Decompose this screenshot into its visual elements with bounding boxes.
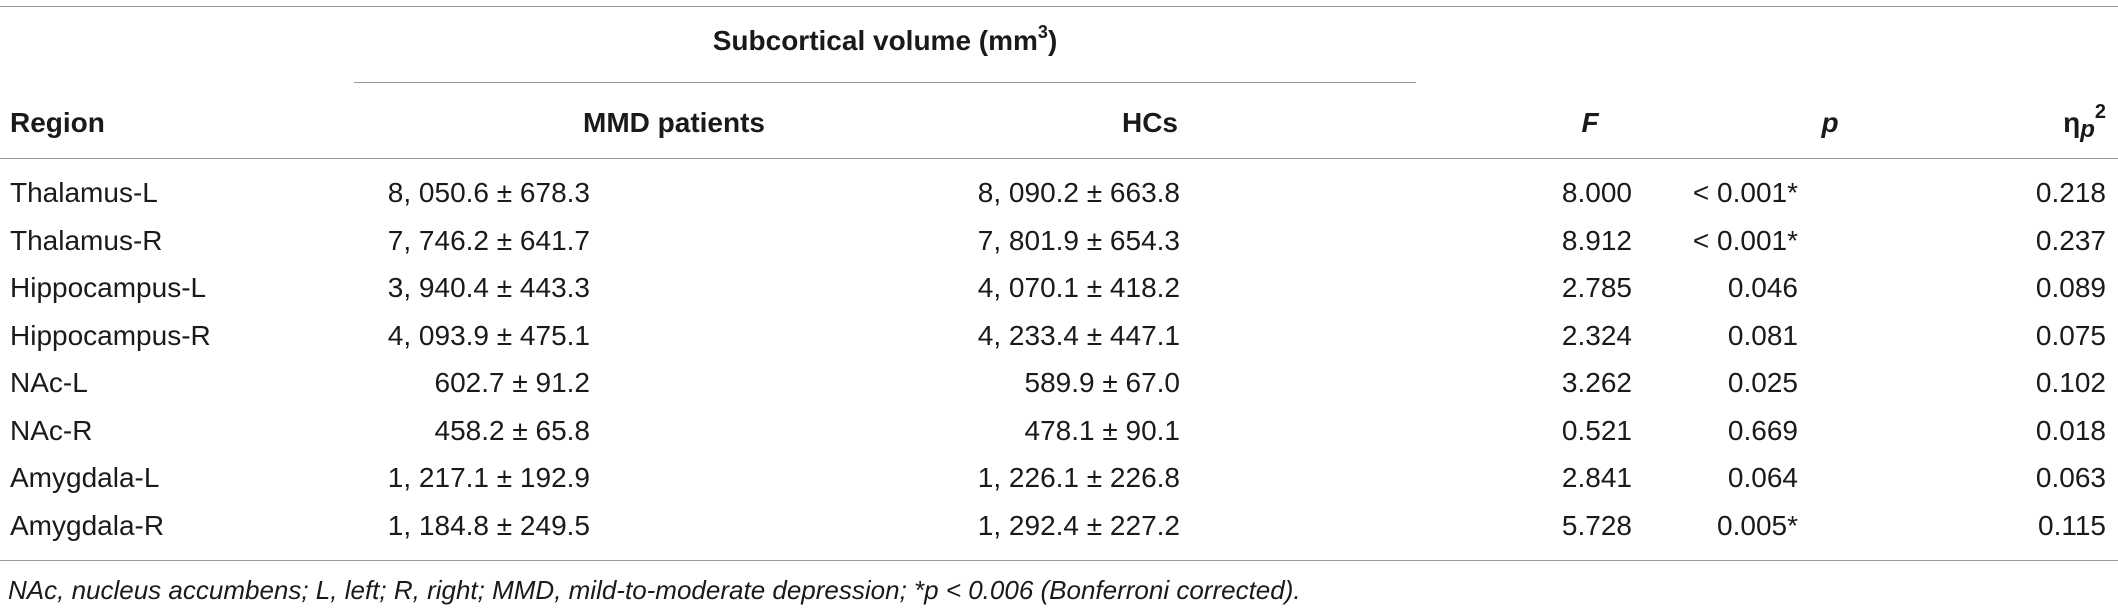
cell-region: NAc-L bbox=[10, 367, 88, 398]
cell-p: 0.046 bbox=[1727, 272, 1798, 303]
cell-hcs: 478.1 ± 90.1 bbox=[1024, 414, 1181, 446]
cell-region: Thalamus-R bbox=[10, 224, 163, 256]
table-row: Amygdala-L 1, 217.1 ± 192.9 1, 226.1 ± 2… bbox=[0, 461, 2118, 509]
cell-hcs: 1, 226.1 ± 226.8 bbox=[977, 462, 1180, 493]
cell-mmd-patients: 3, 940.4 ± 443.3 bbox=[387, 272, 590, 303]
cell-f: 2.324 bbox=[1561, 319, 1632, 351]
cell-p: 0.064 bbox=[1727, 462, 1798, 493]
cell-f: 8.000 bbox=[1561, 177, 1632, 208]
cell-mmd-patients: 7, 746.2 ± 641.7 bbox=[387, 224, 590, 256]
cell-hcs: 1, 292.4 ± 227.2 bbox=[977, 509, 1180, 541]
cell-hcs: 8, 090.2 ± 663.8 bbox=[977, 177, 1180, 208]
cell-f: 2.785 bbox=[1561, 272, 1632, 303]
cell-eta-squared: 0.237 bbox=[2035, 224, 2106, 256]
cell-eta-squared: 0.089 bbox=[2035, 272, 2106, 303]
group-header-subcortical-volume: Subcortical volume (mm3) bbox=[354, 22, 1416, 58]
cell-f: 8.912 bbox=[1561, 224, 1632, 256]
table-row: Hippocampus-R 4, 093.9 ± 475.1 4, 233.4 … bbox=[0, 319, 2118, 367]
cell-hcs: 4, 070.1 ± 418.2 bbox=[977, 272, 1180, 303]
cell-f: 3.262 bbox=[1561, 367, 1632, 398]
cell-mmd-patients: 8, 050.6 ± 678.3 bbox=[387, 177, 590, 208]
cell-p: 0.081 bbox=[1727, 319, 1798, 351]
cell-eta-squared: 0.018 bbox=[2035, 414, 2106, 446]
eta-superscript: 2 bbox=[2094, 101, 2106, 123]
table-footnote: NAc, nucleus accumbens; L, left; R, righ… bbox=[8, 575, 1301, 605]
column-header-p: p bbox=[1821, 107, 1839, 138]
cell-f: 2.841 bbox=[1561, 462, 1632, 493]
cell-eta-squared: 0.115 bbox=[2038, 509, 2106, 541]
header-bottom-rule bbox=[0, 158, 2118, 159]
cell-hcs: 7, 801.9 ± 654.3 bbox=[977, 224, 1180, 256]
cell-hcs: 589.9 ± 67.0 bbox=[1024, 367, 1181, 398]
table-body: Thalamus-L 8, 050.6 ± 678.3 8, 090.2 ± 6… bbox=[0, 176, 2118, 556]
column-header-f: F bbox=[1581, 107, 1599, 138]
table-row: NAc-L 602.7 ± 91.2 589.9 ± 67.0 3.262 0.… bbox=[0, 366, 2118, 414]
cell-mmd-patients: 1, 184.8 ± 249.5 bbox=[387, 509, 590, 541]
table-top-rule bbox=[0, 6, 2118, 7]
group-header-rule bbox=[354, 82, 1416, 83]
cell-region: Hippocampus-R bbox=[10, 319, 211, 351]
cell-p: 0.025 bbox=[1727, 367, 1798, 398]
cell-p: 0.005* bbox=[1717, 509, 1798, 541]
cell-eta-squared: 0.075 bbox=[2035, 319, 2106, 351]
column-header-mmd-patients: MMD patients bbox=[583, 107, 765, 138]
table-row: Thalamus-L 8, 050.6 ± 678.3 8, 090.2 ± 6… bbox=[0, 176, 2118, 224]
cell-p: < 0.001* bbox=[1692, 177, 1798, 208]
cell-p: < 0.001* bbox=[1692, 224, 1798, 256]
cell-f: 5.728 bbox=[1561, 509, 1632, 541]
group-header-text: Subcortical volume (mm bbox=[712, 25, 1038, 56]
cell-hcs: 4, 233.4 ± 447.1 bbox=[977, 319, 1180, 351]
cell-p: 0.669 bbox=[1727, 414, 1798, 446]
column-header-hcs: HCs bbox=[1121, 107, 1178, 138]
column-header-region: Region bbox=[10, 107, 105, 138]
cell-mmd-patients: 458.2 ± 65.8 bbox=[434, 414, 591, 446]
cell-mmd-patients: 4, 093.9 ± 475.1 bbox=[387, 319, 590, 351]
cell-region: Hippocampus-L bbox=[10, 272, 207, 303]
cell-eta-squared: 0.102 bbox=[2035, 367, 2106, 398]
eta-subscript: p bbox=[2080, 116, 2095, 143]
table-row: Amygdala-R 1, 184.8 ± 249.5 1, 292.4 ± 2… bbox=[0, 509, 2118, 557]
eta-symbol: η bbox=[2063, 107, 2081, 138]
cell-eta-squared: 0.063 bbox=[2035, 462, 2106, 493]
cell-f: 0.521 bbox=[1561, 414, 1632, 446]
table-row: Thalamus-R 7, 746.2 ± 641.7 7, 801.9 ± 6… bbox=[0, 224, 2118, 272]
cell-mmd-patients: 1, 217.1 ± 192.9 bbox=[387, 462, 590, 493]
cell-mmd-patients: 602.7 ± 91.2 bbox=[434, 367, 591, 398]
group-header-close: ) bbox=[1047, 25, 1058, 56]
cell-region: Amygdala-R bbox=[10, 509, 165, 541]
table-row: Hippocampus-L 3, 940.4 ± 443.3 4, 070.1 … bbox=[0, 271, 2118, 319]
cell-region: Amygdala-L bbox=[10, 462, 160, 493]
cell-region: Thalamus-L bbox=[10, 177, 158, 208]
cell-eta-squared: 0.218 bbox=[2035, 177, 2106, 208]
column-header-eta-squared: ηp2 bbox=[2063, 102, 2106, 147]
cell-region: NAc-R bbox=[10, 414, 93, 446]
table-bottom-rule bbox=[0, 560, 2118, 561]
group-header-superscript: 3 bbox=[1037, 22, 1048, 42]
table-row: NAc-R 458.2 ± 65.8 478.1 ± 90.1 0.521 0.… bbox=[0, 414, 2118, 462]
